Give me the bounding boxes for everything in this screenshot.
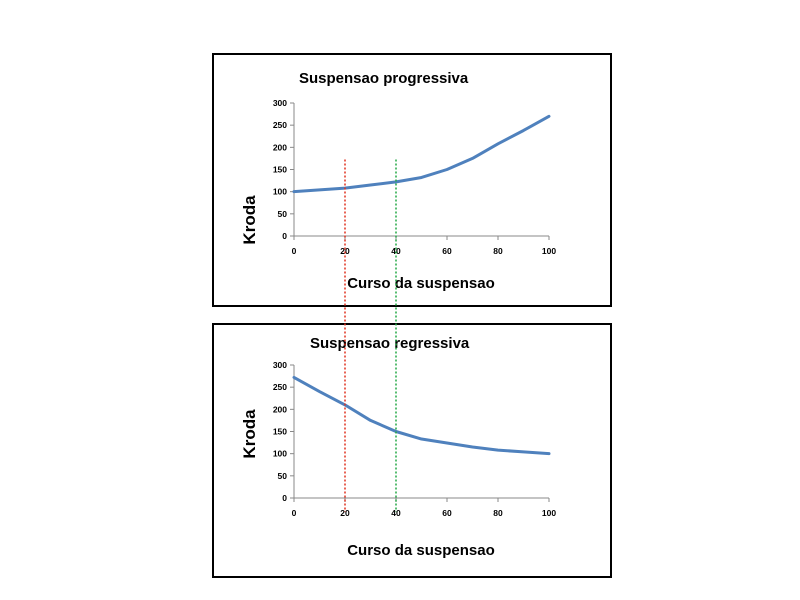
chart-panel-progressiva: Suspensao progressiva Kroda Curso da sus… xyxy=(212,53,612,307)
x-tick-label: 0 xyxy=(292,246,297,256)
x-tick-label: 100 xyxy=(542,246,556,256)
y-tick-label: 300 xyxy=(273,360,287,370)
y-tick-label: 250 xyxy=(273,382,287,392)
chart-panel-regressiva: Suspensao regressiva Kroda Curso da susp… xyxy=(212,323,612,578)
y-tick-label: 50 xyxy=(278,471,288,481)
y-tick-label: 250 xyxy=(273,120,287,130)
plot-area: 0 50 100 150 200 250 300 0 20 40 60 80 100 xyxy=(273,98,557,256)
y-tick-label: 300 xyxy=(273,98,287,108)
x-tick-label: 60 xyxy=(442,246,452,256)
chart-progressiva: Suspensao progressiva Kroda Curso da sus… xyxy=(240,70,557,292)
x-tick-label: 20 xyxy=(340,246,350,256)
y-tick-label: 200 xyxy=(273,404,287,414)
plot-area: 0 50 100 150 200 250 300 0 20 40 60 80 100 xyxy=(273,360,557,518)
y-tick-label: 100 xyxy=(273,187,287,197)
y-tick-label: 150 xyxy=(273,427,287,437)
series-line xyxy=(292,114,551,194)
y-tick-label: 100 xyxy=(273,449,287,459)
y-tick-label: 50 xyxy=(278,209,288,219)
x-tick-label: 80 xyxy=(493,246,503,256)
chart-regressiva: Suspensao regressiva Kroda Curso da susp… xyxy=(240,335,557,559)
x-tick-label: 20 xyxy=(340,508,350,518)
x-tick-label: 100 xyxy=(542,508,556,518)
y-tick-label: 0 xyxy=(282,493,287,503)
x-tick-label: 0 xyxy=(292,508,297,518)
y-tick-label: 0 xyxy=(282,231,287,241)
x-tick-label: 60 xyxy=(442,508,452,518)
x-axis-label: Curso da suspensao xyxy=(347,275,495,292)
x-tick-label: 80 xyxy=(493,508,503,518)
y-tick-label: 150 xyxy=(273,165,287,175)
x-tick-label: 40 xyxy=(391,246,401,256)
y-axis-label: Kroda xyxy=(240,195,259,245)
series-line xyxy=(292,375,551,456)
chart-title: Suspensao regressiva xyxy=(310,335,470,352)
y-axis-label: Kroda xyxy=(240,409,259,459)
x-tick-label: 40 xyxy=(391,508,401,518)
x-axis-label: Curso da suspensao xyxy=(347,542,495,559)
chart-title: Suspensao progressiva xyxy=(299,70,469,87)
y-tick-label: 200 xyxy=(273,142,287,152)
